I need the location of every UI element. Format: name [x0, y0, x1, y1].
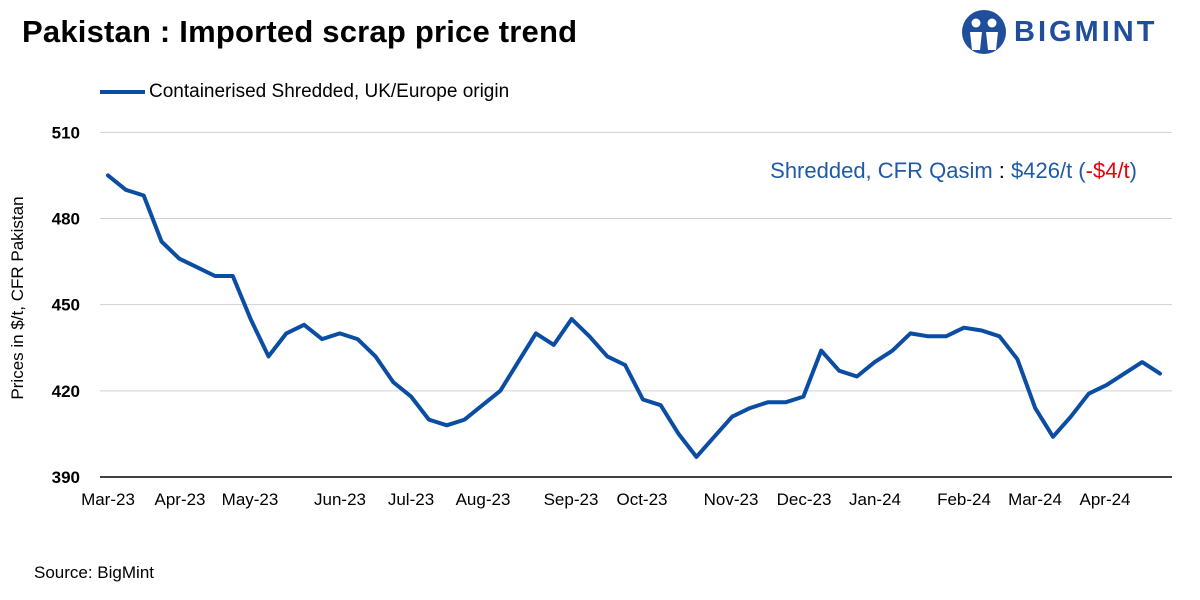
- legend-swatch: [100, 90, 145, 94]
- source-note: Source: BigMint: [34, 563, 154, 582]
- chart-title: Pakistan : Imported scrap price trend: [22, 14, 578, 49]
- x-tick-label: May-23: [222, 490, 279, 509]
- series-group: [106, 173, 1162, 459]
- bigmint-logo: BIGMINT: [958, 6, 1188, 58]
- series-line: [106, 173, 1162, 459]
- y-tick-labels: 390 420 450 480 510: [52, 123, 80, 487]
- x-tick-label: Mar-24: [1008, 490, 1062, 509]
- x-tick-label: Oct-23: [616, 490, 667, 509]
- x-tick-label: Sep-23: [544, 490, 599, 509]
- x-tick-label: Dec-23: [777, 490, 832, 509]
- x-tick-label: Nov-23: [704, 490, 759, 509]
- price-annotation: Shredded, CFR Qasim : $426/t (-$4/t): [770, 158, 1137, 183]
- legend: Containerised Shredded, UK/Europe origin: [100, 80, 509, 104]
- annotation-paren-close: ): [1130, 158, 1137, 183]
- x-tick-label: Apr-23: [154, 490, 205, 509]
- x-tick-labels: Mar-23 Apr-23 May-23 Jun-23 Jul-23 Aug-23 Sep-…: [81, 490, 1130, 509]
- annotation-separator: :: [993, 158, 1011, 183]
- bigmint-logo-icon: [962, 10, 1006, 54]
- x-tick-label: Jul-23: [388, 490, 434, 509]
- gridlines: [100, 131, 1172, 392]
- annotation-value: $426/t: [1011, 158, 1072, 183]
- x-tick-label: Mar-23: [81, 490, 135, 509]
- annotation-label: Shredded, CFR Qasim: [770, 158, 993, 183]
- y-tick-label: 390: [52, 468, 80, 487]
- annotation-change: -$4/t: [1086, 158, 1130, 183]
- y-tick-label: 510: [52, 123, 80, 142]
- legend-label: Containerised Shredded, UK/Europe origin: [149, 81, 510, 102]
- x-tick-label: Aug-23: [456, 490, 511, 509]
- y-tick-label: 480: [52, 210, 80, 229]
- y-tick-label: 450: [52, 296, 80, 315]
- x-tick-label: Apr-24: [1079, 490, 1130, 509]
- y-tick-label: 420: [52, 382, 80, 401]
- x-tick-label: Feb-24: [937, 490, 991, 509]
- x-tick-label: Jan-24: [849, 490, 901, 509]
- bigmint-logo-text: BIGMINT: [1014, 16, 1158, 48]
- x-tick-label: Jun-23: [314, 490, 366, 509]
- annotation-paren-open: (: [1072, 158, 1086, 183]
